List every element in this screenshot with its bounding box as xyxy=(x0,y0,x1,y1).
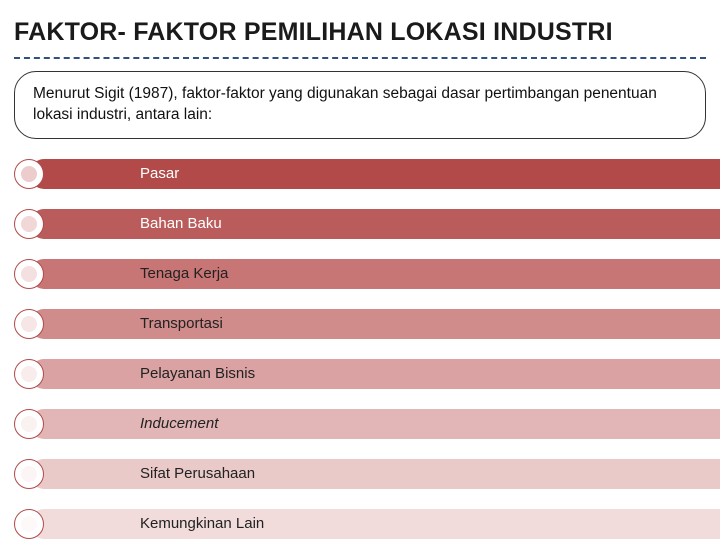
list-item: Pasar xyxy=(0,153,720,195)
list-item: Pelayanan Bisnis xyxy=(0,353,720,395)
bullet-inner-icon xyxy=(21,216,37,232)
item-bar: Bahan Baku xyxy=(30,209,720,239)
item-label: Kemungkinan Lain xyxy=(140,515,264,532)
bullet-icon xyxy=(14,309,44,339)
bullet-icon xyxy=(14,509,44,539)
item-bar: Inducement xyxy=(30,409,720,439)
item-bar: Kemungkinan Lain xyxy=(30,509,720,539)
list-item: Kemungkinan Lain xyxy=(0,503,720,545)
item-label: Sifat Perusahaan xyxy=(140,465,255,482)
item-bar: Pasar xyxy=(30,159,720,189)
list-item: Tenaga Kerja xyxy=(0,253,720,295)
title-divider xyxy=(14,57,706,59)
item-label: Tenaga Kerja xyxy=(140,265,228,282)
list-item: Inducement xyxy=(0,403,720,445)
bullet-icon xyxy=(14,209,44,239)
item-bar: Pelayanan Bisnis xyxy=(30,359,720,389)
item-bar: Sifat Perusahaan xyxy=(30,459,720,489)
bullet-inner-icon xyxy=(21,316,37,332)
item-label: Transportasi xyxy=(140,315,223,332)
bullet-icon xyxy=(14,459,44,489)
bullet-icon xyxy=(14,359,44,389)
bullet-inner-icon xyxy=(21,466,37,482)
bullet-inner-icon xyxy=(21,516,37,532)
list-item: Bahan Baku xyxy=(0,203,720,245)
item-label: Bahan Baku xyxy=(140,215,222,232)
item-label: Inducement xyxy=(140,415,218,432)
bullet-inner-icon xyxy=(21,266,37,282)
bullet-icon xyxy=(14,409,44,439)
bullet-inner-icon xyxy=(21,166,37,182)
item-bar: Transportasi xyxy=(30,309,720,339)
list-item: Sifat Perusahaan xyxy=(0,453,720,495)
bullet-inner-icon xyxy=(21,416,37,432)
items-list: Pasar Bahan Baku Tenaga Kerja Transportasi P… xyxy=(0,153,720,545)
item-bar: Tenaga Kerja xyxy=(30,259,720,289)
intro-box: Menurut Sigit (1987), faktor-faktor yang… xyxy=(14,71,706,139)
bullet-icon xyxy=(14,259,44,289)
list-item: Transportasi xyxy=(0,303,720,345)
bullet-inner-icon xyxy=(21,366,37,382)
item-label: Pasar xyxy=(140,165,179,182)
bullet-icon xyxy=(14,159,44,189)
page-title: FAKTOR- FAKTOR PEMILIHAN LOKASI INDUSTRI xyxy=(0,0,720,53)
item-label: Pelayanan Bisnis xyxy=(140,365,255,382)
